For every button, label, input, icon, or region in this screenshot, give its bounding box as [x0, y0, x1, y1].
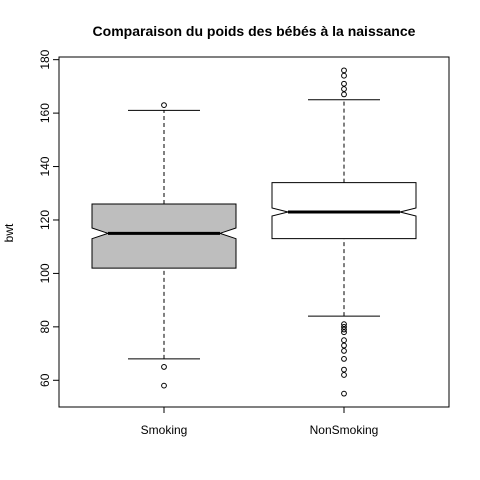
x-tick-label: Smoking [141, 423, 188, 437]
plot-frame [58, 56, 450, 408]
outlier-point [341, 326, 347, 333]
outlier-point [341, 329, 347, 336]
y-tick-label: 100 [38, 263, 52, 283]
x-tick-label: NonSmoking [310, 423, 379, 437]
y-tick-label: 120 [38, 210, 52, 230]
y-tick-label: 60 [38, 373, 52, 387]
outlier-point [161, 364, 167, 370]
x-axis: Smoking NonSmoking [141, 407, 379, 437]
boxes [91, 67, 417, 397]
outlier-point [341, 323, 347, 330]
outlier-point [341, 91, 347, 98]
outlier-point [341, 347, 347, 354]
box-nonsmoking [271, 67, 417, 397]
y-tick-label: 140 [38, 156, 52, 176]
outlier-point [341, 342, 347, 349]
outlier-point [341, 366, 347, 373]
outlier-point [341, 337, 347, 344]
outlier-point [161, 382, 167, 389]
outlier-point [341, 390, 347, 397]
outlier-point [161, 102, 167, 108]
outlier-point [341, 356, 347, 362]
box-smoking [91, 102, 237, 389]
y-axis: 60 80 100 120 140 160 180 [38, 49, 59, 387]
outlier-point [341, 86, 347, 92]
outlier-point [341, 321, 347, 328]
outlier-point [341, 72, 347, 79]
outlier-point [341, 80, 347, 87]
y-tick-label: 80 [38, 320, 52, 334]
outlier-point [341, 372, 347, 378]
y-tick-label: 160 [38, 103, 52, 123]
chart-title: Comparaison du poids des bébés à la nais… [93, 23, 416, 39]
notched-box [91, 203, 237, 269]
outlier-point [341, 67, 347, 74]
y-axis-label: bwt [2, 223, 16, 242]
y-tick-label: 180 [38, 49, 52, 69]
